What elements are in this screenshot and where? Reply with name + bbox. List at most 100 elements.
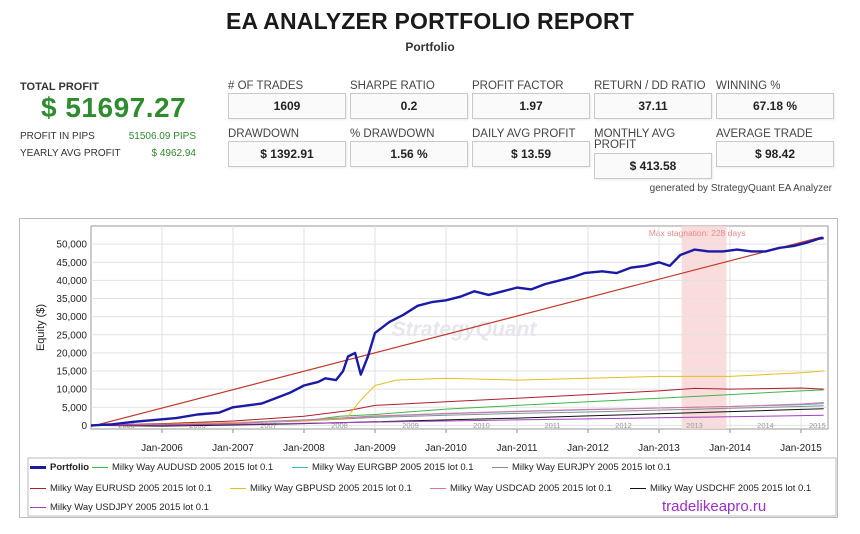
report-subtitle: Portfolio <box>405 40 455 54</box>
legend-label: Milky Way USDCHF 2005 2015 lot 0.1 <box>650 483 812 494</box>
legend-swatch <box>30 488 46 489</box>
metric-winning-label: WINNING % <box>716 80 781 92</box>
legend-label: Milky Way EURJPY 2005 2015 lot 0.1 <box>512 462 671 473</box>
year-band-label: 2010 <box>473 421 490 430</box>
legend-label: Portfolio <box>50 462 90 473</box>
legend-item[interactable]: Milky Way GBPUSD 2005 2015 lot 0.1 <box>230 483 412 494</box>
legend-label: Milky Way USDCAD 2005 2015 lot 0.1 <box>450 483 612 494</box>
metric-monthly-avg-value: $ 413.58 <box>594 153 712 179</box>
y-tick-label: 25,000 <box>56 330 87 341</box>
metric-daily-avg-label: DAILY AVG PROFIT <box>472 128 576 140</box>
metric-drawdown-value: $ 1392.91 <box>228 141 346 167</box>
legend-label: Milky Way GBPUSD 2005 2015 lot 0.1 <box>250 483 412 494</box>
year-band-label: 2009 <box>402 421 419 430</box>
y-tick-label: 0 <box>81 421 87 432</box>
series-line-milky-way-usdjpy-2005-2015-lot-0-1 <box>90 414 824 426</box>
legend-item[interactable]: Milky Way EURUSD 2005 2015 lot 0.1 <box>30 483 212 494</box>
legend-item[interactable]: Milky Way EURGBP 2005 2015 lot 0.1 <box>292 462 474 473</box>
x-tick-label: Jan-2015 <box>780 443 822 454</box>
legend-swatch <box>430 488 446 489</box>
legend-label: Milky Way EURGBP 2005 2015 lot 0.1 <box>312 462 474 473</box>
legend-swatch <box>230 488 246 489</box>
report-title: EA ANALYZER PORTFOLIO REPORT <box>225 8 635 34</box>
metric-profit-factor-label: PROFIT FACTOR <box>472 80 564 92</box>
y-tick-label: 10,000 <box>56 385 87 396</box>
profit-in-pips-value: 51506.09 PIPS <box>128 131 196 142</box>
yearly-avg-profit-row: YEARLY AVG PROFIT $ 4962.94 <box>20 148 196 159</box>
metric-monthly-avg-label: MONTHLY AVG PROFIT <box>594 128 676 151</box>
equity-chart-frame <box>19 218 838 518</box>
year-band-label: 2015 <box>809 421 826 430</box>
total-profit-value: $ 51697.27 <box>41 92 187 123</box>
x-tick-label: Jan-2014 <box>709 443 751 454</box>
metric-avg-trade-value: $ 98.42 <box>716 141 834 167</box>
metric-avg-trade-label: AVERAGE TRADE <box>716 128 813 140</box>
yearly-avg-profit-label: YEARLY AVG PROFIT <box>20 148 121 159</box>
year-band-label: 2007 <box>260 421 277 430</box>
metric-pct-drawdown-value: 1.56 % <box>350 141 468 167</box>
legend-label: Milky Way AUDUSD 2005 2015 lot 0.1 <box>112 462 274 473</box>
metric-daily-avg-value: $ 13.59 <box>472 141 590 167</box>
legend-item[interactable]: Milky Way USDJPY 2005 2015 lot 0.1 <box>30 502 209 513</box>
x-tick-label: Jan-2009 <box>354 443 396 454</box>
series-line-portfolio <box>90 236 824 427</box>
metric-trades-value: 1609 <box>228 93 346 119</box>
year-band-label: 2011 <box>544 421 560 430</box>
y-tick-label: 35,000 <box>56 294 87 305</box>
year-band-label: 2008 <box>331 421 348 430</box>
series-line-milky-way-usdchf-2005-2015-lot-0-1 <box>90 408 824 427</box>
legend-swatch <box>30 507 46 508</box>
legend-box <box>27 457 837 517</box>
legend-item[interactable]: Milky Way USDCHF 2005 2015 lot 0.1 <box>630 483 811 494</box>
trend-line <box>90 236 823 428</box>
stagnation-band <box>681 226 727 429</box>
stagnation-label: Max stagnation: 228 days <box>649 228 746 238</box>
metric-sharpe-label: SHARPE RATIO <box>350 80 435 92</box>
legend-swatch <box>630 488 646 489</box>
legend-label: Milky Way EURUSD 2005 2015 lot 0.1 <box>50 483 212 494</box>
metric-winning-value: 67.18 % <box>716 93 834 119</box>
legend-item[interactable]: Milky Way EURJPY 2005 2015 lot 0.1 <box>492 462 671 473</box>
generated-by-note: generated by StrategyQuant EA Analyzer <box>649 183 832 194</box>
y-tick-label: 20,000 <box>56 348 87 359</box>
legend-item[interactable]: Portfolio <box>30 462 89 473</box>
y-tick-label: 50,000 <box>56 240 87 251</box>
site-watermark: tradelikeapro.ru <box>662 498 767 515</box>
x-tick-label: Jan-2011 <box>497 443 538 454</box>
y-tick-label: 30,000 <box>56 312 87 323</box>
year-band-label: 2014 <box>757 421 774 430</box>
series-line-milky-way-eurusd-2005-2015-lot-0-1 <box>90 387 824 426</box>
legend-swatch <box>92 467 108 468</box>
x-tick-label: Jan-2012 <box>567 443 609 454</box>
metric-profit-factor-value: 1.97 <box>472 93 590 119</box>
metric-pct-drawdown-label: % DRAWDOWN <box>350 128 435 140</box>
metric-return-dd-value: 37.11 <box>594 93 712 119</box>
metric-sharpe-value: 0.2 <box>350 93 468 119</box>
x-tick-label: Jan-2010 <box>425 443 467 454</box>
metric-drawdown-label: DRAWDOWN <box>228 128 300 140</box>
series-line-milky-way-usdcad-2005-2015-lot-0-1 <box>90 402 824 426</box>
legend-label: Milky Way USDJPY 2005 2015 lot 0.1 <box>50 502 209 513</box>
metric-trades-label: # OF TRADES <box>228 80 304 92</box>
metric-return-dd-label: RETURN / DD RATIO <box>594 80 706 92</box>
y-tick-label: 45,000 <box>56 258 87 269</box>
legend-item[interactable]: Milky Way AUDUSD 2005 2015 lot 0.1 <box>92 462 273 473</box>
x-tick-label: Jan-2007 <box>212 443 254 454</box>
x-tick-label: Jan-2008 <box>283 443 325 454</box>
y-tick-label: 15,000 <box>56 367 87 378</box>
legend-swatch <box>30 466 46 469</box>
legend-swatch <box>292 467 308 468</box>
y-axis-label: Equity ($) <box>35 304 47 351</box>
legend-item[interactable]: Milky Way USDCAD 2005 2015 lot 0.1 <box>430 483 612 494</box>
x-tick-label: Jan-2013 <box>638 443 680 454</box>
y-tick-label: 5,000 <box>62 403 87 414</box>
x-tick-label: Jan-2006 <box>141 443 183 454</box>
year-band-label: 2013 <box>686 421 703 430</box>
profit-in-pips-row: PROFIT IN PIPS 51506.09 PIPS <box>20 131 196 142</box>
yearly-avg-profit-value: $ 4962.94 <box>151 148 197 159</box>
profit-in-pips-label: PROFIT IN PIPS <box>20 131 95 142</box>
total-profit-label: TOTAL PROFIT <box>20 81 99 93</box>
year-band-label: 2012 <box>615 421 632 430</box>
y-tick-label: 40,000 <box>56 276 87 287</box>
